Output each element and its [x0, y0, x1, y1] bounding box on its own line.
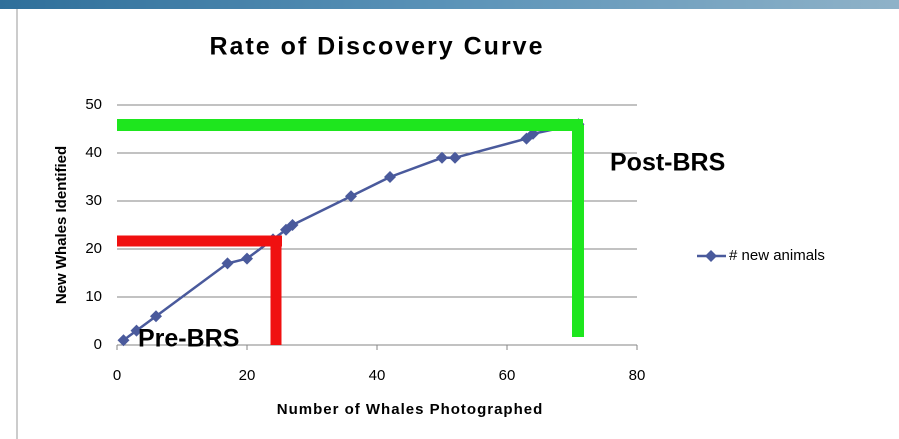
- annotation: Post-BRS: [610, 149, 725, 177]
- x-axis-label: Number of Whales Photographed: [277, 401, 544, 418]
- y-axis-label: New Whales Identified: [53, 146, 70, 304]
- annotation: Pre-BRS: [138, 325, 239, 353]
- y-tick-label: 50: [85, 96, 102, 113]
- page: {"chart_data": {"type": "line", "title":…: [0, 0, 899, 439]
- legend-label: # new animals: [729, 247, 825, 264]
- y-tick-label: 40: [85, 144, 102, 161]
- slide: [17, 9, 899, 439]
- y-tick-label: 10: [85, 288, 102, 305]
- y-tick-label: 20: [85, 240, 102, 257]
- chart-title: Rate of Discovery Curve: [209, 33, 544, 61]
- x-tick-label: 0: [113, 367, 121, 384]
- photo-strip: [0, 0, 899, 9]
- x-tick-label: 20: [239, 367, 256, 384]
- x-tick-label: 60: [499, 367, 516, 384]
- y-tick-label: 30: [85, 192, 102, 209]
- x-tick-label: 80: [629, 367, 646, 384]
- x-tick-label: 40: [369, 367, 386, 384]
- y-tick-label: 0: [94, 336, 102, 353]
- chart: Rate of Discovery Curve Number of Whales…: [0, 0, 899, 439]
